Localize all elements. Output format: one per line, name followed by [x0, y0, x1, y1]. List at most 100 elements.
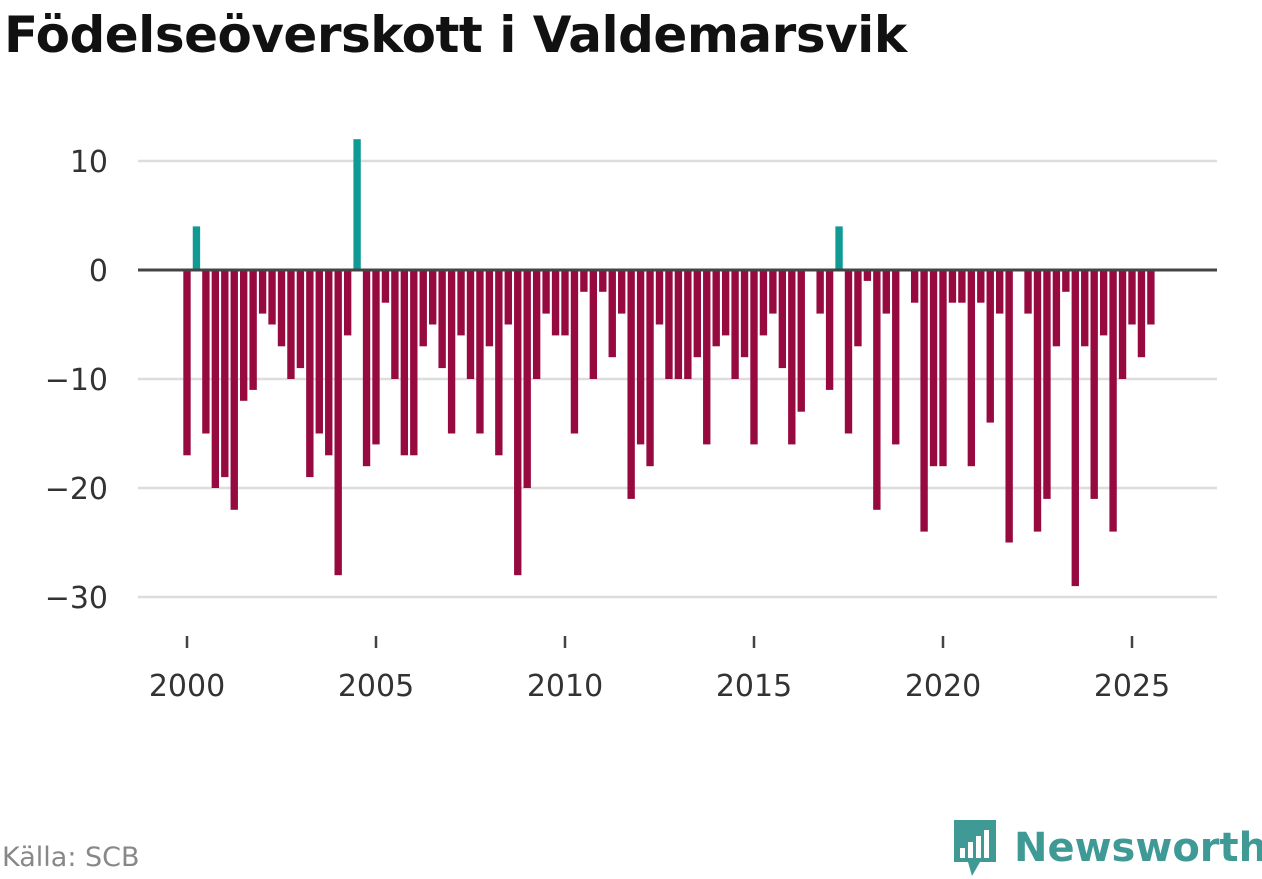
bar [296, 270, 305, 369]
bar [211, 270, 220, 488]
x-tick-label: 2010 [527, 669, 603, 704]
bar [400, 270, 409, 456]
bar [325, 270, 333, 456]
bar [1128, 270, 1136, 325]
bar [381, 270, 390, 303]
bar [863, 270, 872, 281]
bar [712, 270, 720, 347]
bar [1024, 270, 1032, 314]
bar [740, 270, 749, 358]
bar [703, 270, 711, 445]
bar [929, 270, 938, 467]
bar [306, 270, 314, 478]
bar [532, 270, 541, 379]
bar [1033, 270, 1042, 532]
bar [655, 270, 664, 325]
bar [967, 270, 976, 467]
bar [665, 270, 673, 379]
bar [542, 270, 550, 314]
bar [816, 270, 824, 314]
bar [599, 270, 607, 292]
bar [221, 270, 229, 478]
bar [183, 270, 191, 456]
bar [495, 270, 503, 456]
bar [618, 270, 626, 314]
x-axis: 2000 2005 2010 2015 2020 2025 [149, 636, 1170, 704]
bar [561, 270, 569, 336]
bar [466, 270, 475, 379]
x-tick-label: 2005 [338, 669, 414, 704]
y-tick-label: 10 [70, 145, 108, 180]
bar [419, 270, 427, 347]
chart-title: Födelseöverskott i Valdemarsvik [4, 6, 907, 64]
bar [438, 270, 446, 369]
bar [627, 270, 635, 499]
bar [1052, 270, 1061, 347]
bar [1062, 270, 1070, 292]
bar [504, 270, 512, 325]
bar [457, 270, 465, 336]
bar [684, 270, 692, 379]
y-axis: 10 0 −10 −20 −30 [45, 145, 108, 616]
y-tick-label: −30 [45, 581, 108, 616]
bar [1118, 270, 1127, 379]
bar [334, 270, 342, 576]
bar [892, 270, 900, 445]
source-note: Källa: SCB [2, 842, 140, 873]
bar [920, 270, 928, 532]
bar [797, 270, 805, 412]
bar [948, 270, 957, 303]
y-tick-label: −20 [45, 472, 108, 507]
x-tick-label: 2020 [905, 669, 981, 704]
bar [910, 270, 919, 303]
bar [353, 139, 361, 270]
bars [183, 139, 1155, 587]
bar [268, 270, 276, 325]
bar [362, 270, 371, 467]
bar [240, 270, 248, 401]
bar [854, 270, 862, 347]
bar [1099, 270, 1108, 336]
bar [759, 270, 768, 336]
bar [1109, 270, 1117, 532]
bar [996, 270, 1004, 314]
bar [1005, 270, 1013, 543]
bar [410, 270, 418, 456]
newsworthy-logo-icon [954, 820, 996, 876]
bar [939, 270, 947, 467]
bar [523, 270, 531, 488]
bar [570, 270, 579, 434]
bar [287, 270, 295, 379]
bar [778, 270, 787, 369]
bar [476, 270, 484, 434]
bar [958, 270, 966, 303]
bar [343, 270, 352, 336]
bar [835, 226, 843, 270]
bar [882, 270, 890, 314]
bar [750, 270, 758, 445]
bar [636, 270, 645, 445]
bar [1090, 270, 1098, 499]
bar [608, 270, 616, 358]
bar [192, 226, 201, 270]
bar [674, 270, 683, 379]
bar [873, 270, 881, 510]
bar [551, 270, 560, 336]
bar [580, 270, 588, 292]
bar [230, 270, 238, 510]
bar [731, 270, 739, 379]
bar [315, 270, 323, 434]
brand-name: Newsworthy [1014, 825, 1262, 871]
bar [646, 270, 654, 467]
bar [1071, 270, 1079, 587]
bar [769, 270, 777, 314]
bar [391, 270, 399, 379]
bar [258, 270, 267, 314]
bar [514, 270, 522, 576]
bar [589, 270, 598, 379]
y-tick-label: −10 [45, 363, 108, 398]
bar [693, 270, 701, 358]
x-tick-label: 2000 [149, 669, 225, 704]
bar [977, 270, 985, 303]
